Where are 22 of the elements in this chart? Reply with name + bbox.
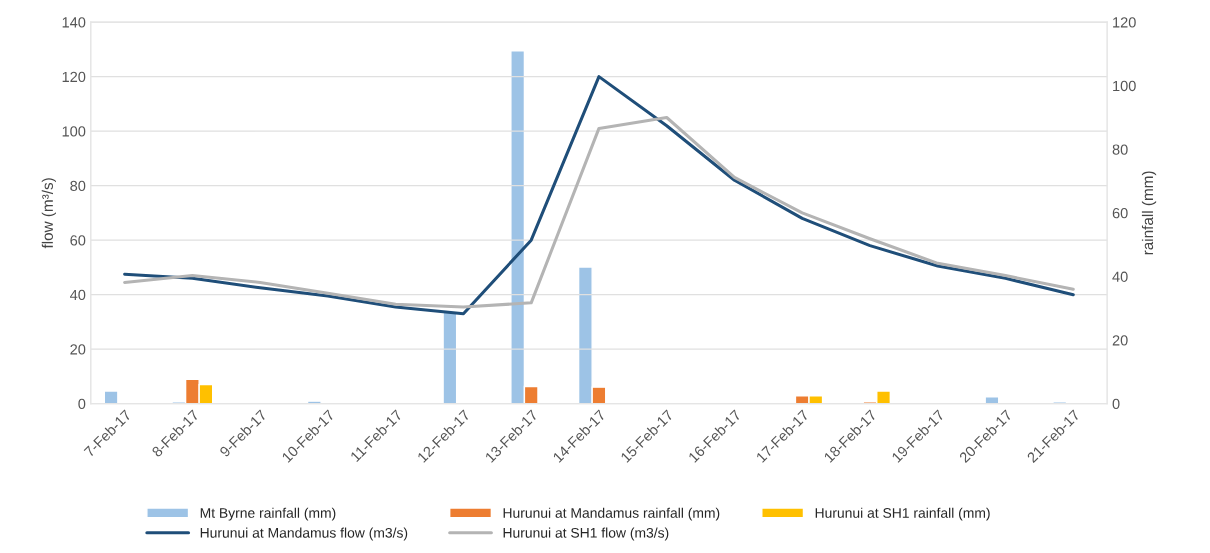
y2-tick-label: 80	[1112, 144, 1128, 155]
y-tick-label: 0	[78, 398, 86, 410]
y-tick-label: 20	[70, 344, 86, 355]
y-tick-label: 80	[70, 180, 86, 192]
y-tick-label: 100	[62, 126, 86, 137]
y2-tick-label: 40	[1112, 271, 1128, 282]
y2-tick-label: 20	[1112, 335, 1128, 346]
legend-label: Hurunui at Mandamus flow (m3/s)	[200, 527, 408, 541]
legend-label: Hurunui at SH1 rainfall (mm)	[815, 507, 990, 521]
y2-tick-label: 120	[1113, 17, 1136, 28]
y2-tick-label: 60	[1112, 208, 1128, 219]
y-tick-label: 120	[62, 71, 86, 83]
y2-tick-label: 100	[1113, 80, 1136, 92]
y-axis-title: flow (m³/s)	[41, 178, 56, 249]
legend-label: Mt Byrne rainfall (mm)	[200, 507, 336, 521]
y-tick-label: 40	[70, 289, 86, 301]
legend-label: Hurunui at Mandamus rainfall (mm)	[503, 507, 720, 521]
y2-tick-label: 0	[1112, 398, 1120, 410]
legend-label: Hurunui at SH1 flow (m3/s)	[503, 527, 669, 541]
y2-axis-title: rainfall (mm)	[1141, 171, 1157, 255]
y-tick-label: 140	[62, 17, 86, 28]
y-tick-label: 60	[70, 235, 86, 246]
